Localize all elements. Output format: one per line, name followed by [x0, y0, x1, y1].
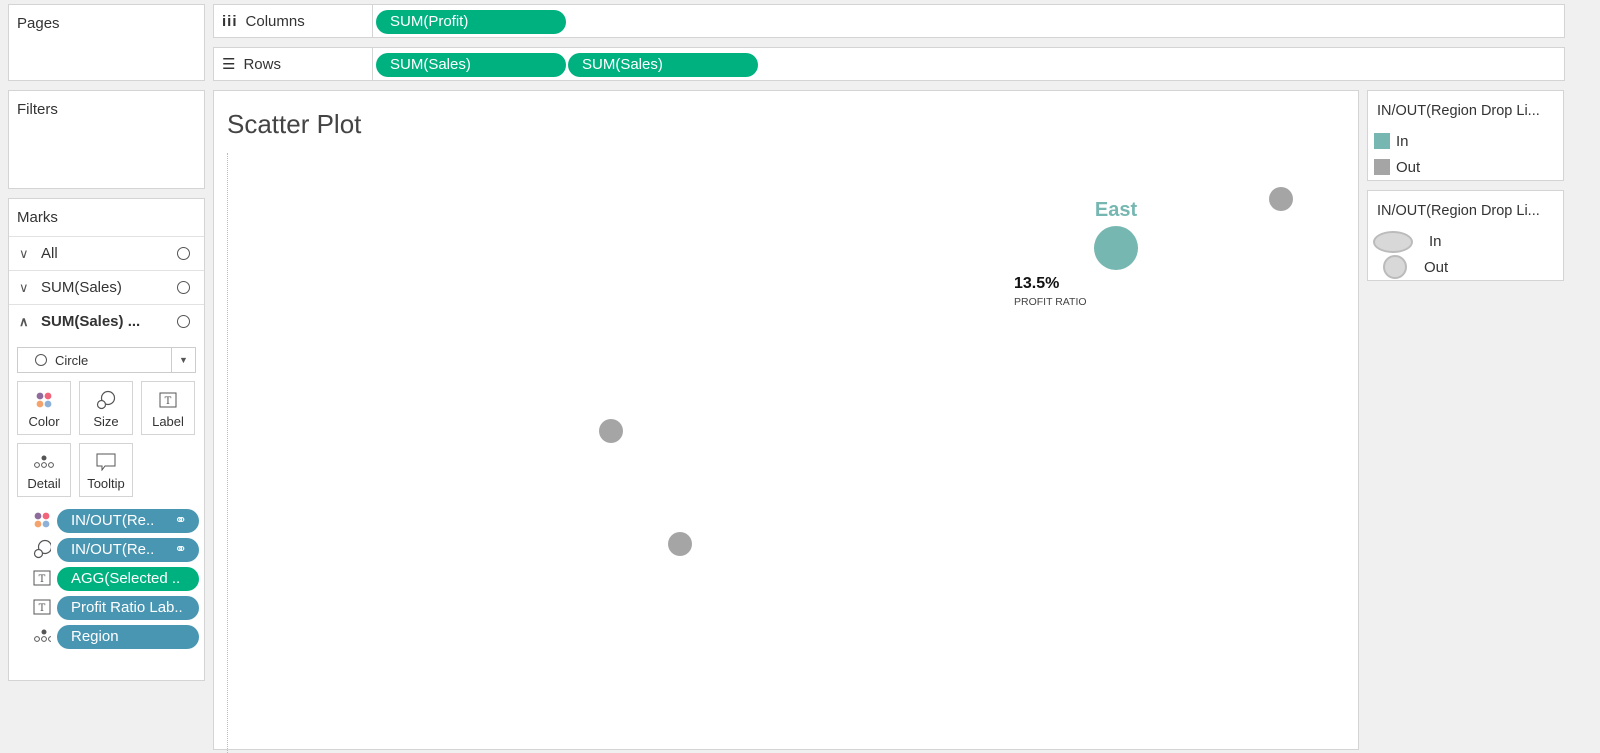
- size-button[interactable]: Size: [79, 381, 133, 435]
- label-icon: T: [142, 386, 194, 414]
- mark-label-east: East: [1094, 199, 1138, 221]
- legend-item-out[interactable]: Out: [1396, 159, 1421, 176]
- circle-icon: [177, 247, 190, 260]
- marks-card-sum-sales-1[interactable]: ∨ SUM(Sales): [9, 270, 204, 304]
- size-icon: [33, 539, 51, 559]
- label-icon: T: [33, 598, 51, 616]
- size-icon: [80, 386, 132, 414]
- link-icon: ⚭: [174, 541, 187, 558]
- link-icon: ⚭: [174, 512, 187, 529]
- marks-pill-color[interactable]: IN/OUT(Re.. ⚭: [57, 509, 199, 533]
- rows-icon: ☰: [222, 56, 236, 73]
- scatter-mark-out[interactable]: [668, 532, 692, 556]
- marks-pill-detail-region[interactable]: Region: [57, 625, 199, 649]
- columns-shelf[interactable]: iii Columns SUM(Profit): [213, 4, 1565, 38]
- color-icon: [33, 511, 51, 529]
- profit-ratio-caption: PROFIT RATIO: [1014, 296, 1087, 308]
- svg-text:T: T: [39, 574, 46, 585]
- dropdown-arrow-icon[interactable]: ▼: [171, 348, 195, 372]
- chevron-up-icon: ∧: [19, 313, 29, 329]
- scatter-mark-east[interactable]: [1094, 226, 1138, 270]
- marks-pill-size[interactable]: IN/OUT(Re.. ⚭: [57, 538, 199, 562]
- circle-icon: [177, 315, 190, 328]
- detail-button[interactable]: Detail: [17, 443, 71, 497]
- label-button[interactable]: T Label: [141, 381, 195, 435]
- rows-label: Rows: [243, 55, 281, 73]
- color-label: Color: [28, 414, 60, 429]
- columns-pill-sum-profit[interactable]: SUM(Profit): [376, 10, 566, 34]
- axis-line: [227, 153, 228, 753]
- detail-icon: [18, 448, 70, 476]
- chevron-down-icon: ∨: [19, 245, 29, 261]
- filters-title: Filters: [17, 101, 58, 118]
- legend-title: IN/OUT(Region Drop Li...: [1377, 203, 1540, 219]
- legend-item-in[interactable]: In: [1429, 233, 1442, 250]
- rows-pill-sum-sales-1[interactable]: SUM(Sales): [376, 53, 566, 77]
- scatter-mark-out[interactable]: [1269, 187, 1293, 211]
- columns-label: Columns: [245, 12, 305, 30]
- tooltip-button[interactable]: Tooltip: [79, 443, 133, 497]
- size-legend: IN/OUT(Region Drop Li... In Out: [1367, 190, 1564, 281]
- mark-type-dropdown[interactable]: Circle ▼: [17, 347, 196, 373]
- filters-card[interactable]: Filters: [8, 90, 205, 189]
- scatter-mark-out[interactable]: [599, 419, 623, 443]
- label-icon: T: [33, 569, 51, 587]
- color-legend: IN/OUT(Region Drop Li... In Out: [1367, 90, 1564, 181]
- marks-title: Marks: [17, 209, 58, 226]
- pill-label: IN/OUT(Re..: [71, 512, 155, 529]
- tooltip-label: Tooltip: [87, 476, 125, 491]
- marks-card-label: SUM(Sales): [41, 279, 122, 296]
- legend-size-in-icon[interactable]: [1373, 231, 1413, 253]
- legend-size-out-icon[interactable]: [1383, 255, 1407, 279]
- legend-swatch-out[interactable]: [1374, 159, 1390, 175]
- size-label: Size: [93, 414, 119, 429]
- label-label: Label: [152, 414, 184, 429]
- marks-card-label: All: [41, 245, 58, 262]
- color-icon: [18, 386, 70, 414]
- columns-icon: iii: [222, 12, 238, 30]
- marks-card: Marks ∨ All ∨ SUM(Sales) ∧ SUM(Sales) ... C…: [8, 198, 205, 681]
- marks-pill-label-profit-ratio[interactable]: Profit Ratio Lab..: [57, 596, 199, 620]
- viz-pane: Scatter Plot: [213, 90, 1359, 753]
- rows-pill-sum-sales-2[interactable]: SUM(Sales): [568, 53, 758, 77]
- mark-type-label: Circle: [55, 352, 89, 368]
- marks-card-all[interactable]: ∨ All: [9, 236, 204, 270]
- marks-pill-label-agg[interactable]: AGG(Selected ..: [57, 567, 199, 591]
- pill-label: IN/OUT(Re..: [71, 541, 155, 558]
- pages-title: Pages: [17, 15, 60, 32]
- circle-icon: [177, 281, 190, 294]
- tooltip-icon: [80, 448, 132, 476]
- circle-icon: [35, 354, 47, 366]
- color-button[interactable]: Color: [17, 381, 71, 435]
- chevron-down-icon: ∨: [19, 279, 29, 295]
- detail-label: Detail: [27, 476, 61, 491]
- pages-card[interactable]: Pages: [8, 4, 205, 81]
- legend-swatch-in[interactable]: [1374, 133, 1390, 149]
- marks-card-sum-sales-2[interactable]: ∧ SUM(Sales) ...: [9, 304, 204, 338]
- legend-item-out[interactable]: Out: [1424, 259, 1449, 276]
- profit-ratio-value: 13.5%: [1014, 275, 1060, 292]
- svg-text:T: T: [165, 396, 172, 407]
- detail-icon: [33, 627, 51, 645]
- marks-card-label: SUM(Sales) ...: [41, 313, 141, 330]
- svg-text:T: T: [39, 603, 46, 614]
- legend-item-in[interactable]: In: [1396, 133, 1409, 150]
- legend-title: IN/OUT(Region Drop Li...: [1377, 103, 1540, 119]
- viz-title: Scatter Plot: [227, 109, 362, 139]
- rows-shelf[interactable]: ☰ Rows SUM(Sales) SUM(Sales): [213, 47, 1565, 81]
